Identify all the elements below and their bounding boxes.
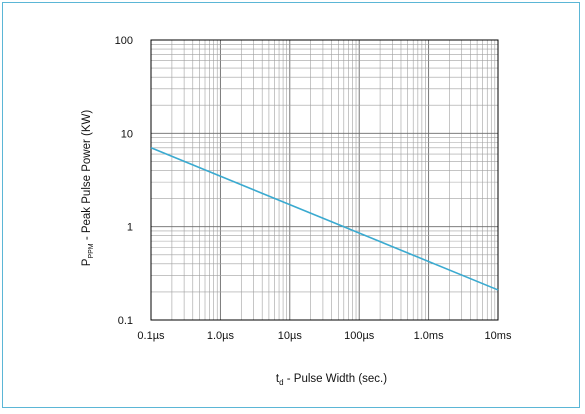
x-tick-label: 100µs — [344, 330, 375, 342]
x-tick-labels: 0.1µs 1.0µs 10µs 100µs 1.0ms 10ms — [137, 330, 512, 342]
y-tick-labels: 0.1 1 10 100 — [115, 35, 133, 327]
x-tick-label: 1.0µs — [207, 330, 235, 342]
x-tick-label: 0.1µs — [137, 330, 165, 342]
grid — [150, 40, 498, 321]
y-axis-label-main: P — [81, 258, 93, 266]
plot-area-border — [150, 39, 499, 321]
y-axis-label-sub: PPM — [88, 243, 95, 258]
y-tick-label: 1 — [127, 222, 133, 234]
y-axis-label-rest: - Peak Pulse Power (KW) — [81, 110, 93, 244]
x-tick-label: 10µs — [278, 330, 303, 342]
x-tick-label: 1.0ms — [414, 330, 444, 342]
x-axis-label-main: t — [276, 373, 280, 385]
y-tick-label: 0.1 — [118, 315, 133, 327]
y-tick-label: 100 — [115, 35, 133, 47]
x-tick-label: 10ms — [485, 330, 512, 342]
x-axis-label: td - Pulse Width (sec.) — [276, 373, 387, 387]
x-axis-label-rest: - Pulse Width (sec.) — [284, 373, 388, 385]
y-tick-label: 10 — [121, 128, 133, 140]
y-axis-label: PPPM - Peak Pulse Power (KW) — [81, 110, 95, 267]
series-line — [150, 147, 499, 291]
series-layer — [150, 147, 499, 291]
x-axis-label-sub: d — [279, 378, 283, 387]
